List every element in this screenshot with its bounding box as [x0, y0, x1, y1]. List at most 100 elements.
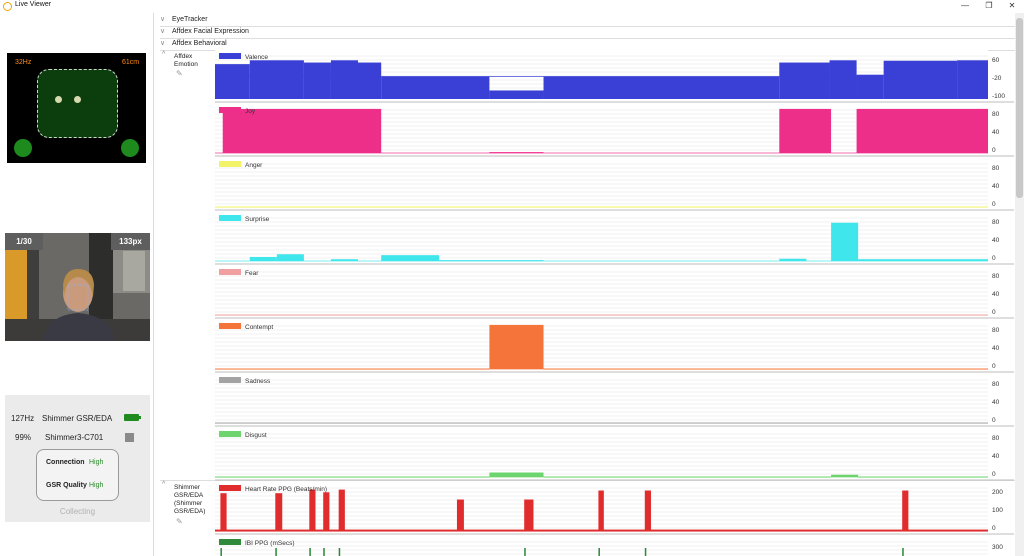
collection-status: Collecting: [59, 507, 96, 516]
y-tick-label: 80: [992, 381, 1000, 388]
right-corner-indicator-icon: [121, 139, 139, 157]
area-segment: [215, 64, 250, 99]
vertical-scrollbar[interactable]: [1015, 13, 1024, 556]
area-segment: [856, 108, 988, 153]
group-row-behavioral[interactable]: ∨ Affdex Behavioral: [160, 38, 227, 50]
area-segment: [215, 422, 988, 424]
area-segment: [330, 60, 359, 99]
area-segment: [883, 60, 958, 99]
battery-tip: [139, 416, 141, 419]
bar-spike: [220, 548, 222, 556]
left-corner-indicator-icon: [14, 139, 32, 157]
app-logo-icon: [3, 2, 12, 11]
area-segment: [489, 152, 544, 154]
y-tick-label: 80: [992, 165, 1000, 172]
legend-title: Contempt: [245, 324, 273, 331]
bar-spike: [598, 548, 600, 556]
restore-button[interactable]: ❐: [985, 1, 993, 10]
y-tick-label: 0: [992, 255, 996, 262]
y-tick-label: 0: [992, 525, 996, 532]
y-tick-label: 0: [992, 471, 996, 478]
legend-swatch: [219, 485, 241, 491]
legend-title: Anger: [245, 162, 263, 169]
y-tick-label: 80: [992, 273, 1000, 280]
bar-spike: [323, 548, 325, 556]
y-tick-label: 40: [992, 237, 1000, 244]
area-segment: [779, 108, 832, 153]
chevron-down-icon[interactable]: ∨: [160, 28, 166, 35]
y-tick-label: 40: [992, 291, 1000, 298]
legend-swatch: [219, 161, 241, 167]
bar-spike: [524, 499, 534, 531]
legend-swatch: [219, 377, 241, 383]
area-segment: [381, 255, 440, 261]
area-segment: [358, 62, 382, 99]
legend-swatch: [219, 269, 241, 275]
sensor-rate: 127Hz: [11, 414, 35, 423]
minimize-button[interactable]: —: [961, 1, 969, 10]
group-label-shimmer-4: GSR/EDA): [174, 508, 206, 515]
legend-swatch: [219, 107, 241, 113]
bar-spike: [902, 490, 909, 531]
y-tick-label: 0: [992, 309, 996, 316]
divider: [160, 38, 1015, 39]
legend-title: Surprise: [245, 216, 270, 223]
area-segment: [381, 76, 490, 99]
chart-panel-bg: [215, 158, 988, 209]
chart-panel-bg: [215, 374, 988, 425]
pencil-icon[interactable]: ✎: [176, 69, 183, 78]
y-tick-label: 80: [992, 435, 1000, 442]
legend-swatch: [219, 215, 241, 221]
bar-spike: [338, 489, 345, 531]
area-segment: [489, 472, 544, 477]
area-segment: [543, 76, 780, 99]
gsr-quality-value: High: [89, 482, 104, 489]
y-tick-label: 100: [992, 507, 1003, 514]
chevron-up-icon[interactable]: ^: [162, 481, 166, 488]
legend-title: Heart Rate PPG (Beats/min): [245, 486, 327, 493]
legend-title: Fear: [245, 270, 259, 277]
area-segment: [249, 256, 277, 261]
area-segment: [543, 476, 832, 478]
area-segment: [303, 62, 331, 99]
chart-panel-bg: [215, 320, 988, 371]
chevron-up-icon[interactable]: ^: [162, 51, 166, 58]
group-row-eyetracker[interactable]: ∨ EyeTracker: [160, 14, 208, 26]
bar-spike: [309, 489, 316, 531]
area-segment: [222, 108, 382, 153]
y-tick-label: 0: [992, 201, 996, 208]
bar-spike: [220, 493, 227, 531]
scrollbar-thumb[interactable]: [1016, 18, 1023, 198]
area-segment: [215, 368, 490, 370]
area-segment: [856, 74, 884, 99]
legend-title: Sadness: [245, 378, 271, 385]
chart-panel-bg: [215, 428, 988, 479]
y-tick-label: 80: [992, 327, 1000, 334]
left-pupil-icon: [55, 96, 62, 103]
group-row-facial-expression[interactable]: ∨ Affdex Facial Expression: [160, 26, 249, 38]
tree-separator: [153, 13, 154, 556]
legend-swatch: [219, 431, 241, 437]
chevron-down-icon[interactable]: ∨: [160, 40, 166, 47]
area-segment: [249, 60, 304, 99]
chevron-down-icon[interactable]: ∨: [160, 16, 166, 23]
close-button[interactable]: ✕: [1008, 1, 1016, 10]
y-tick-label: 60: [992, 57, 1000, 64]
y-tick-label: 40: [992, 345, 1000, 352]
area-segment: [829, 60, 857, 99]
area-segment: [215, 314, 988, 316]
y-tick-label: 300: [992, 544, 1003, 551]
pencil-icon[interactable]: ✎: [176, 517, 183, 526]
sensor-device-name: Shimmer GSR/EDA: [42, 414, 113, 423]
y-tick-label: 80: [992, 219, 1000, 226]
legend-title: Valence: [245, 54, 268, 61]
eyetracker-rate: 32Hz: [15, 59, 32, 66]
right-pupil-icon: [74, 96, 81, 103]
area-segment: [215, 206, 988, 208]
connection-value: High: [89, 459, 104, 466]
y-tick-label: 40: [992, 183, 1000, 190]
area-segment: [489, 324, 544, 369]
group-label-emotion: Emotion: [174, 61, 198, 68]
area-segment: [489, 90, 544, 99]
webcam-preview: [5, 233, 150, 341]
